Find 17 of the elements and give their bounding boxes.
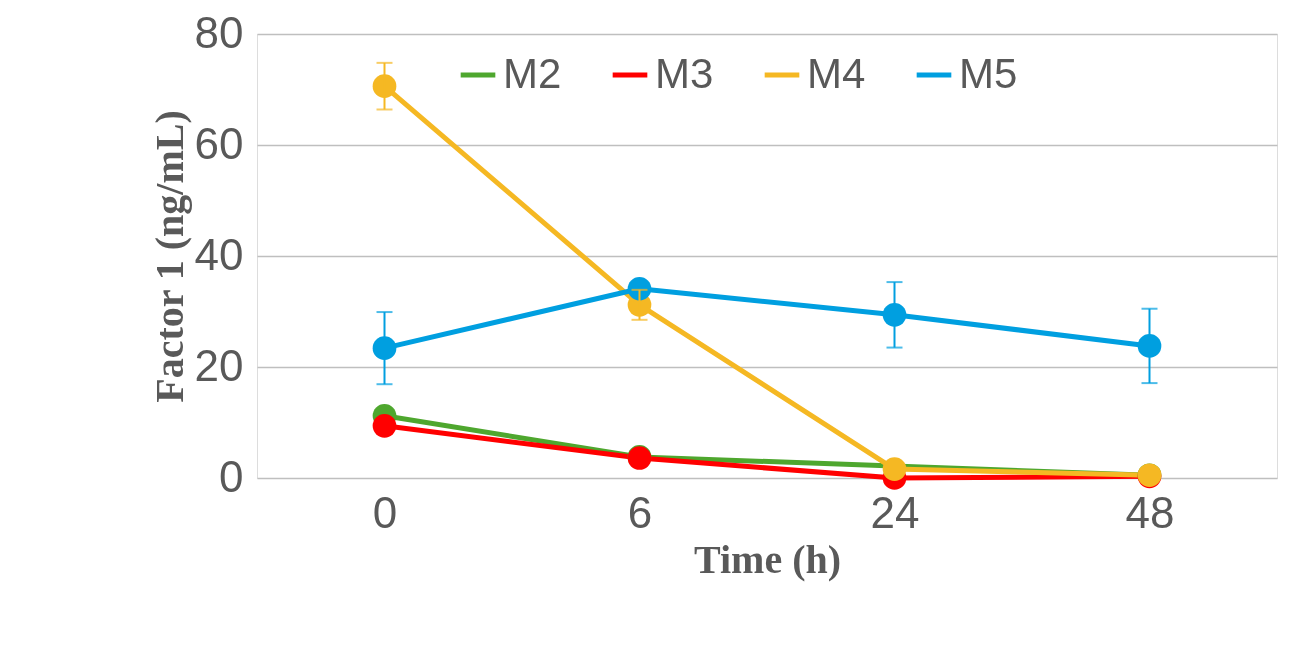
- legend-label: M5: [959, 50, 1018, 97]
- x-axis-title: Time (h): [693, 536, 842, 582]
- y-tick-label: 40: [194, 229, 244, 279]
- legend-label: M3: [655, 50, 714, 97]
- legend-label: M4: [807, 50, 866, 97]
- x-tick-label: 6: [627, 487, 653, 537]
- y-tick-label: 80: [194, 7, 244, 57]
- x-tick-label: 24: [870, 487, 920, 537]
- point: [372, 414, 397, 438]
- y-tick-label: 0: [219, 451, 244, 501]
- legend-label: M2: [503, 50, 562, 97]
- y-axis-title: Factor 1 (ng/mL): [146, 110, 192, 403]
- y-tick-label: 60: [194, 118, 244, 168]
- point: [882, 457, 907, 481]
- x-tick-label: 0: [372, 487, 398, 537]
- x-tick-label: 48: [1125, 487, 1175, 537]
- y-tick-label: 20: [194, 340, 244, 390]
